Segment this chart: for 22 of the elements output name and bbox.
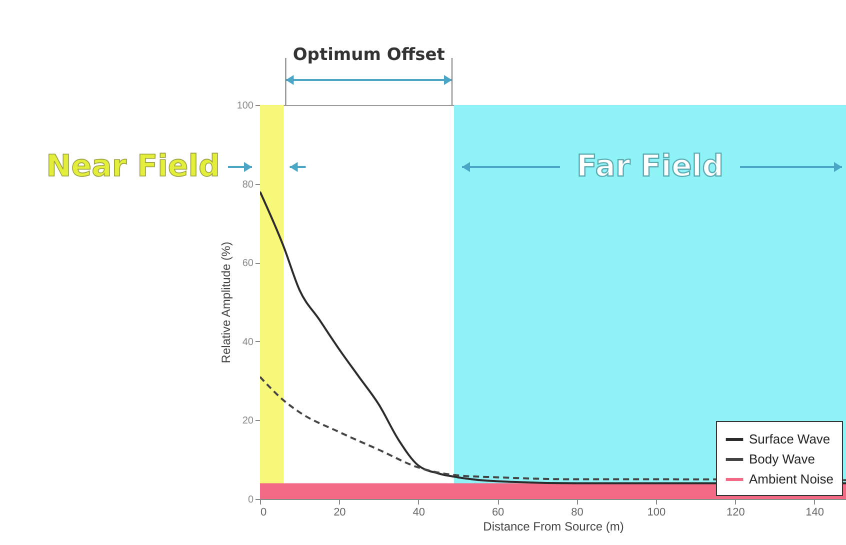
band-label: Far Field: [576, 149, 724, 184]
y-tick-label: 80: [242, 179, 254, 190]
x-tick-label: 20: [334, 506, 346, 518]
legend-label: Ambient Noise: [749, 472, 834, 486]
y-tick-label: 60: [242, 258, 254, 270]
y-axis-title: Relative Amplitude (%): [218, 242, 233, 364]
band-label: Near Field: [46, 149, 220, 184]
x-tick-label: 80: [571, 506, 584, 518]
x-tick-label: 60: [492, 506, 504, 518]
text: Optimum Offset: [292, 45, 445, 65]
y-tick-label: 0: [248, 494, 254, 506]
y-tick-label: 40: [242, 336, 254, 348]
legend-label: Body Wave: [749, 452, 815, 466]
x-tick-label: 40: [412, 506, 426, 518]
x-axis-title: Distance From Source (m): [483, 520, 624, 534]
y-tick-label: 100: [236, 100, 254, 112]
x-tick-label: 120: [726, 506, 745, 518]
x-tick-label: 0: [260, 506, 267, 518]
x-tick-label: 140: [806, 506, 824, 518]
legend-label: Surface Wave: [749, 432, 830, 446]
x-tick-label: 100: [647, 506, 666, 518]
y-tick-label: 20: [242, 416, 254, 427]
